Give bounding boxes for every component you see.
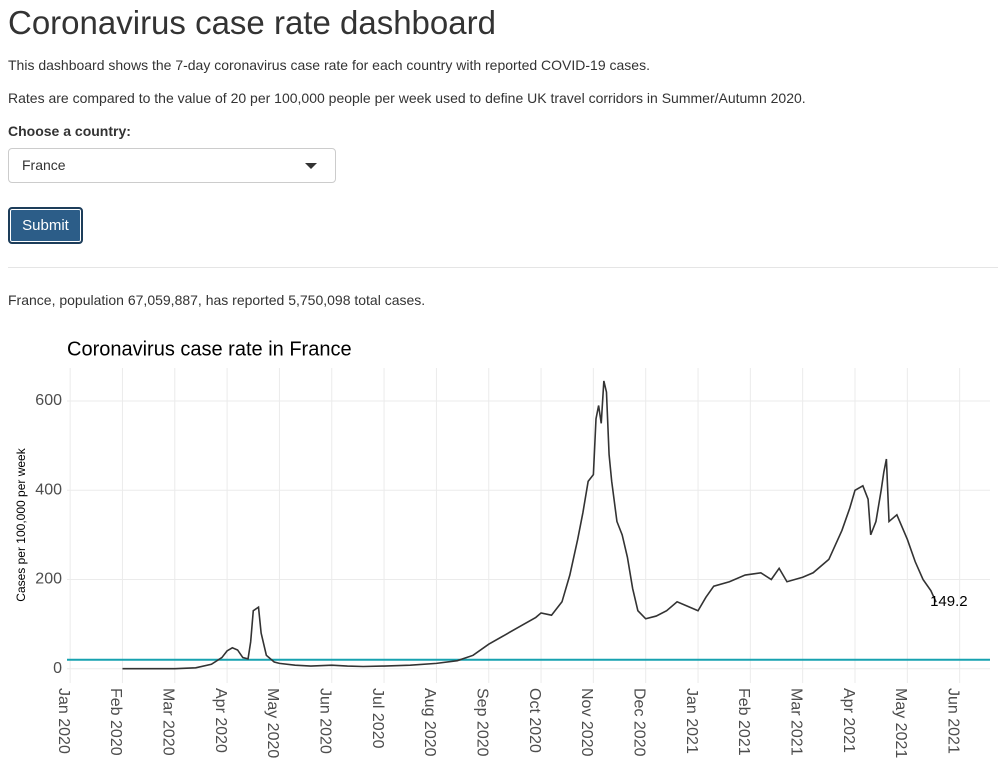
x-tick-label: Apr 2020 [212, 688, 229, 753]
y-tick-label: 200 [35, 571, 62, 588]
y-axis-label: Cases per 100,000 per week [14, 447, 28, 601]
chart-title: Coronavirus case rate in France [67, 338, 352, 360]
x-tick-label: Jan 2021 [683, 688, 700, 754]
x-tick-label: Oct 2020 [526, 688, 543, 753]
x-tick-label: Feb 2020 [107, 688, 124, 756]
page-title: Coronavirus case rate dashboard [8, 4, 496, 41]
x-tick-label: Jul 2020 [369, 688, 386, 749]
y-tick-label: 600 [35, 392, 62, 409]
intro-text: This dashboard shows the 7-day coronavir… [8, 57, 650, 73]
x-tick-label: Aug 2020 [421, 688, 438, 757]
x-tick-label: Jun 2020 [317, 688, 334, 754]
select-label: Choose a country: [8, 123, 131, 139]
y-tick-label: 400 [35, 481, 62, 498]
x-tick-label: Nov 2020 [578, 688, 595, 757]
submit-button[interactable]: Submit [8, 207, 83, 244]
case-rate-line [122, 380, 937, 670]
country-select[interactable]: France [8, 148, 336, 183]
dropdown-caret [305, 163, 317, 169]
selected-country: France [22, 157, 66, 173]
x-tick-label: Apr 2021 [840, 688, 857, 753]
x-tick-label: Feb 2021 [735, 688, 752, 756]
x-tick-label: Mar 2020 [160, 688, 177, 756]
x-tick-label: Dec 2020 [630, 688, 647, 757]
intro-text: Rates are compared to the value of 20 pe… [8, 90, 806, 106]
summary-text: France, population 67,059,887, has repor… [8, 292, 426, 308]
x-tick-label: Sep 2020 [473, 688, 490, 757]
y-tick-label: 0 [53, 660, 62, 677]
x-tick-label: May 2020 [264, 688, 281, 758]
x-tick-label: Jan 2020 [55, 688, 72, 754]
chart: Coronavirus case rate in France Cases pe… [14, 338, 990, 758]
divider [8, 267, 998, 268]
x-tick-label: May 2021 [892, 688, 909, 758]
end-value-label: 149.2 [930, 593, 968, 610]
x-tick-label: Jun 2021 [944, 688, 961, 754]
x-tick-label: Mar 2021 [787, 688, 804, 756]
